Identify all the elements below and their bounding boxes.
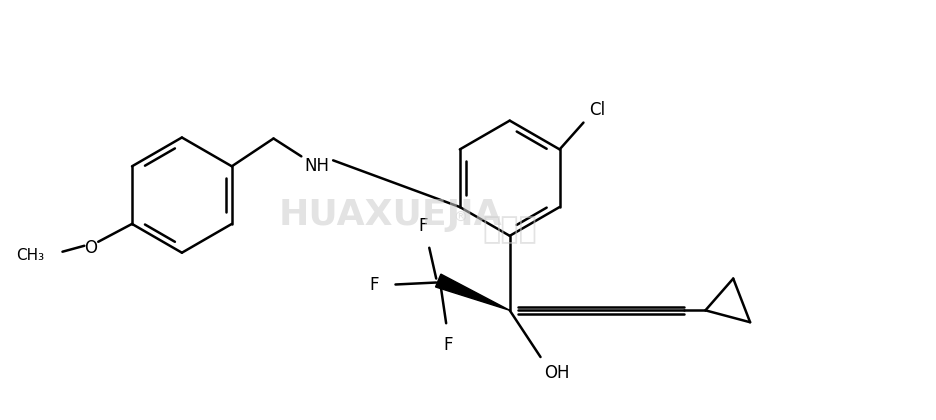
Text: Cl: Cl	[589, 101, 605, 119]
Text: OH: OH	[543, 364, 568, 382]
Text: O: O	[83, 239, 96, 257]
Text: F: F	[443, 336, 452, 354]
Text: NH: NH	[304, 158, 329, 175]
Text: F: F	[369, 276, 378, 294]
Text: ®: ®	[453, 211, 466, 225]
Text: CH₃: CH₃	[17, 248, 45, 263]
Text: 化学加: 化学加	[482, 215, 536, 244]
Text: HUAXUEJIA: HUAXUEJIA	[278, 198, 502, 232]
Polygon shape	[435, 274, 509, 310]
Text: F: F	[418, 217, 428, 235]
